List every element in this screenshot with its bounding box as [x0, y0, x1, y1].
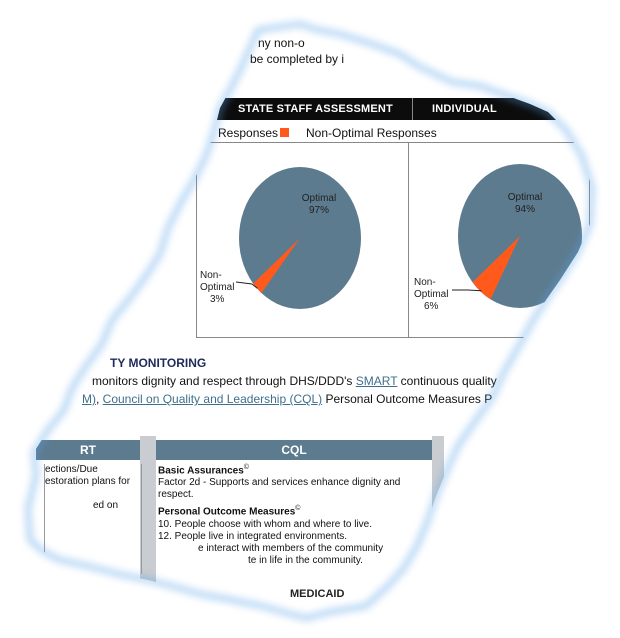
- pom-item: 12. People live in integrated environmen…: [158, 530, 348, 542]
- basic-assurances-title: Basic Assurances: [158, 465, 244, 477]
- pie2-nonoptimal-label: Non- Optimal 6%: [414, 277, 449, 312]
- smart-cell: ections/Due estoration plans for ed on: [44, 464, 142, 574]
- pom-item: e interact with members of the community: [198, 542, 384, 554]
- truncated-link[interactable]: M): [82, 392, 96, 406]
- table-divider: [140, 436, 156, 596]
- monitoring-section-title: TY MONITORING: [110, 356, 207, 370]
- medicaid-footer-text: MEDICAID: [290, 588, 345, 600]
- cql-cell: Basic Assurances© Factor 2d - Supports a…: [158, 462, 430, 567]
- table-header-cql: CQL: [156, 440, 432, 460]
- pie1-optimal-label: Optimal 97%: [301, 193, 337, 216]
- table-divider-right: [432, 436, 444, 556]
- monitoring-line-1: monitors dignity and respect through DHS…: [92, 374, 497, 388]
- pom-item: 10. People choose with whom and where to…: [158, 518, 373, 530]
- smart-link[interactable]: SMART: [355, 374, 398, 388]
- personal-outcome-measures-title: Personal Outcome Measures: [158, 506, 296, 518]
- factor-2d-text: Factor 2d - Supports and services enhanc…: [158, 477, 401, 489]
- monitoring-line-2: M), Council on Quality and Leadership (C…: [82, 392, 493, 406]
- pom-item: te in life in the community.: [248, 554, 363, 566]
- cql-link[interactable]: Council on Quality and Leadership (CQL): [102, 392, 323, 406]
- table-header-smart: RT: [36, 440, 140, 460]
- pie2-optimal-label: Optimal 94%: [507, 192, 543, 215]
- pie1-nonoptimal-label: Non- Optimal 3%: [200, 270, 235, 305]
- pie2-leader-line: [452, 289, 482, 292]
